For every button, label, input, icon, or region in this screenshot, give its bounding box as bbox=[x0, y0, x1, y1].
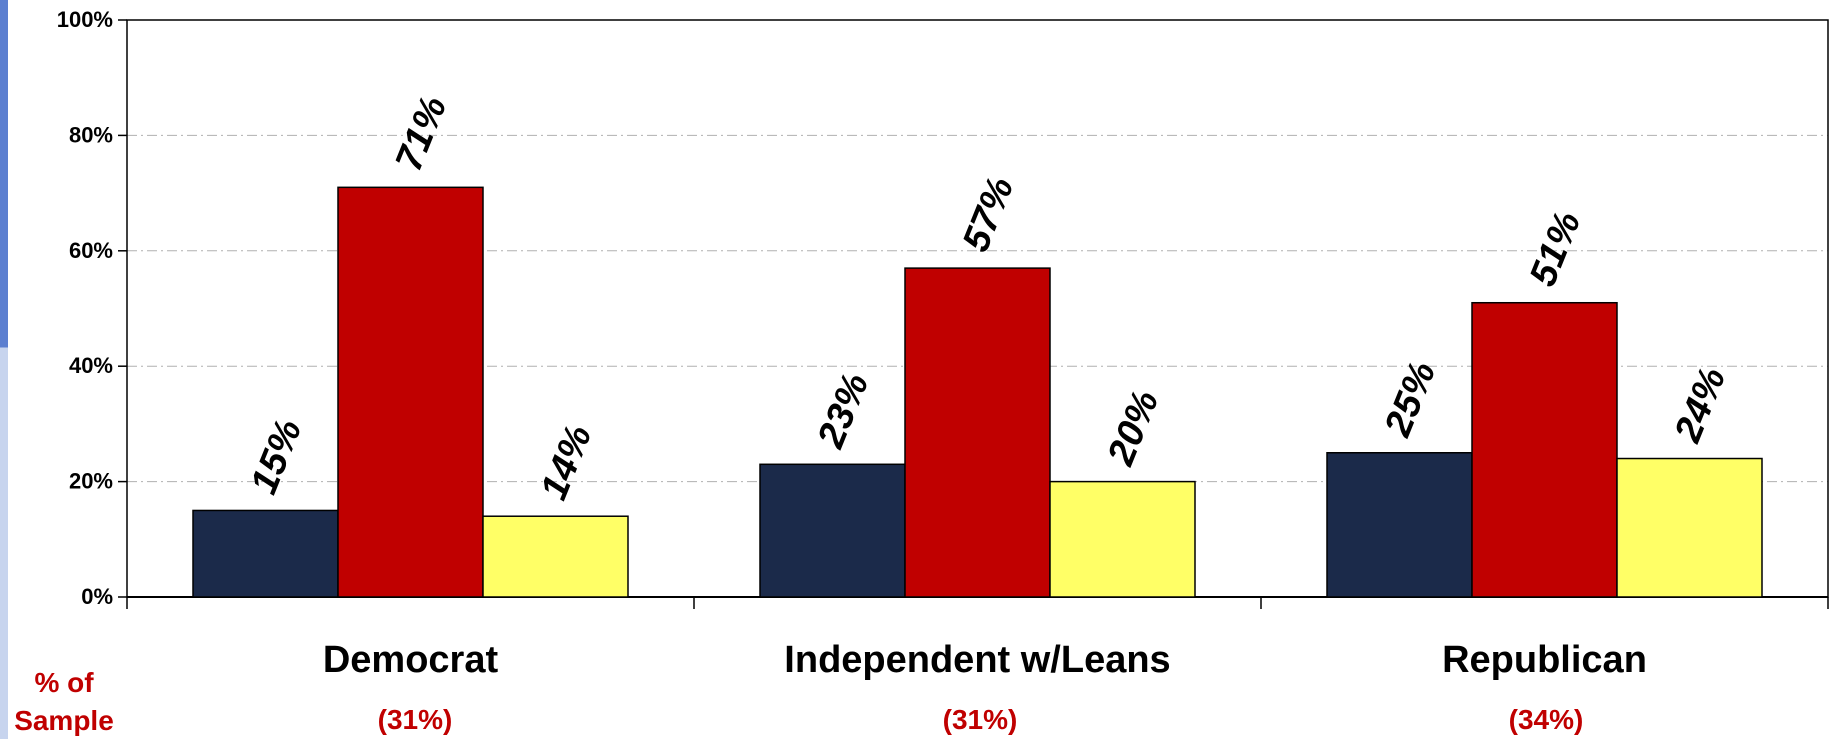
category-label-2: Republican bbox=[1442, 639, 1647, 681]
slide-edge-strip bbox=[0, 0, 8, 739]
y-tick-label-100: 100% bbox=[57, 7, 113, 32]
sample-label: % of Sample bbox=[0, 664, 128, 740]
data-label-1-1: 57% bbox=[955, 171, 1022, 257]
bar-1-1 bbox=[904, 267, 1051, 598]
bar-1-2 bbox=[1049, 480, 1196, 598]
data-label-0-2: 14% bbox=[533, 419, 600, 505]
y-tick-label-20: 20% bbox=[69, 469, 113, 494]
data-label-0-1: 71% bbox=[388, 90, 455, 176]
data-label-0-0: 15% bbox=[243, 414, 310, 500]
y-tick-label-0: 0% bbox=[81, 584, 113, 609]
data-label-2-1: 51% bbox=[1522, 206, 1589, 292]
sample-value-republican: (34%) bbox=[1508, 704, 1584, 735]
bar-1-0 bbox=[759, 463, 906, 598]
y-tick-label-40: 40% bbox=[69, 353, 113, 378]
bar-2-0 bbox=[1326, 452, 1473, 598]
sample-label-line1: % of bbox=[34, 667, 94, 698]
bar-0-2 bbox=[482, 515, 629, 598]
sample-value-democrat: (31%) bbox=[377, 704, 453, 735]
bar-0-1 bbox=[337, 186, 484, 598]
sample-value-independent: (31%) bbox=[942, 704, 1018, 735]
y-tick-label-80: 80% bbox=[69, 122, 113, 147]
bar-2-2 bbox=[1616, 457, 1763, 598]
data-label-2-2: 24% bbox=[1667, 362, 1735, 449]
y-tick-label-60: 60% bbox=[69, 238, 113, 263]
category-label-1: Independent w/Leans bbox=[784, 639, 1170, 681]
data-label-2-0: 25% bbox=[1377, 356, 1445, 443]
data-label-1-2: 20% bbox=[1100, 385, 1168, 472]
bar-0-0 bbox=[192, 509, 339, 598]
bar-2-1 bbox=[1471, 301, 1618, 598]
data-label-1-0: 23% bbox=[810, 367, 878, 454]
sample-label-line2: Sample bbox=[14, 705, 114, 736]
category-label-0: Democrat bbox=[323, 639, 499, 681]
